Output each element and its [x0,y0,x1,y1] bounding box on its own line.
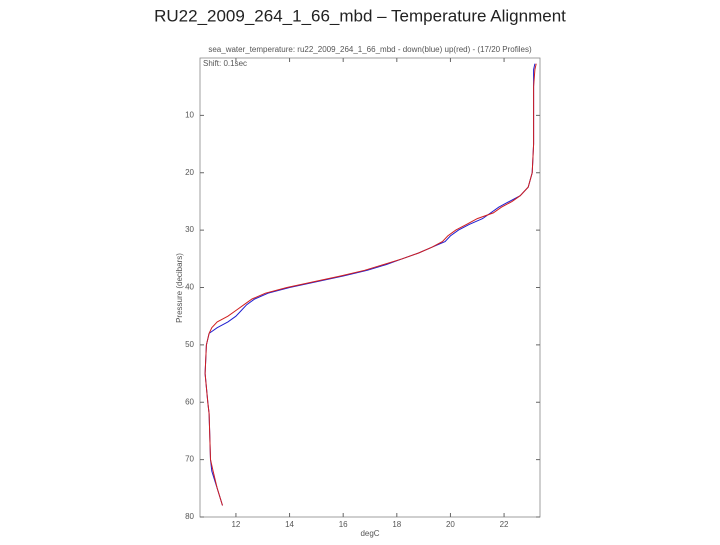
profile-line [204,63,536,506]
y-tick-label: 20 [185,168,194,177]
plot-frame [199,57,541,518]
annotation: Shift: 0.1sec [203,59,247,68]
x-tick-label: 22 [500,520,509,529]
slide-title: RU22_2009_264_1_66_mbd – Temperature Ali… [154,6,566,25]
y-tick-label: 40 [185,283,194,292]
y-tick-label: 30 [185,225,194,234]
y-tick-label: 70 [185,455,194,464]
x-tick-label: 18 [392,520,401,529]
y-tick-label: 60 [185,397,194,406]
chart-title: sea_water_temperature: ru22_2009_264_1_6… [208,45,532,54]
x-tick-label: 20 [446,520,455,529]
x-tick-label: 16 [339,520,348,529]
x-tick-label: 14 [285,520,294,529]
y-tick-label: 10 [185,110,194,119]
y-tick-label: 80 [185,512,194,521]
profile-line [204,63,537,506]
y-axis-label: Pressure (decibars) [175,253,184,323]
x-axis-label: degC [360,529,379,538]
x-tick-label: 12 [231,520,240,529]
y-tick-label: 50 [185,340,194,349]
